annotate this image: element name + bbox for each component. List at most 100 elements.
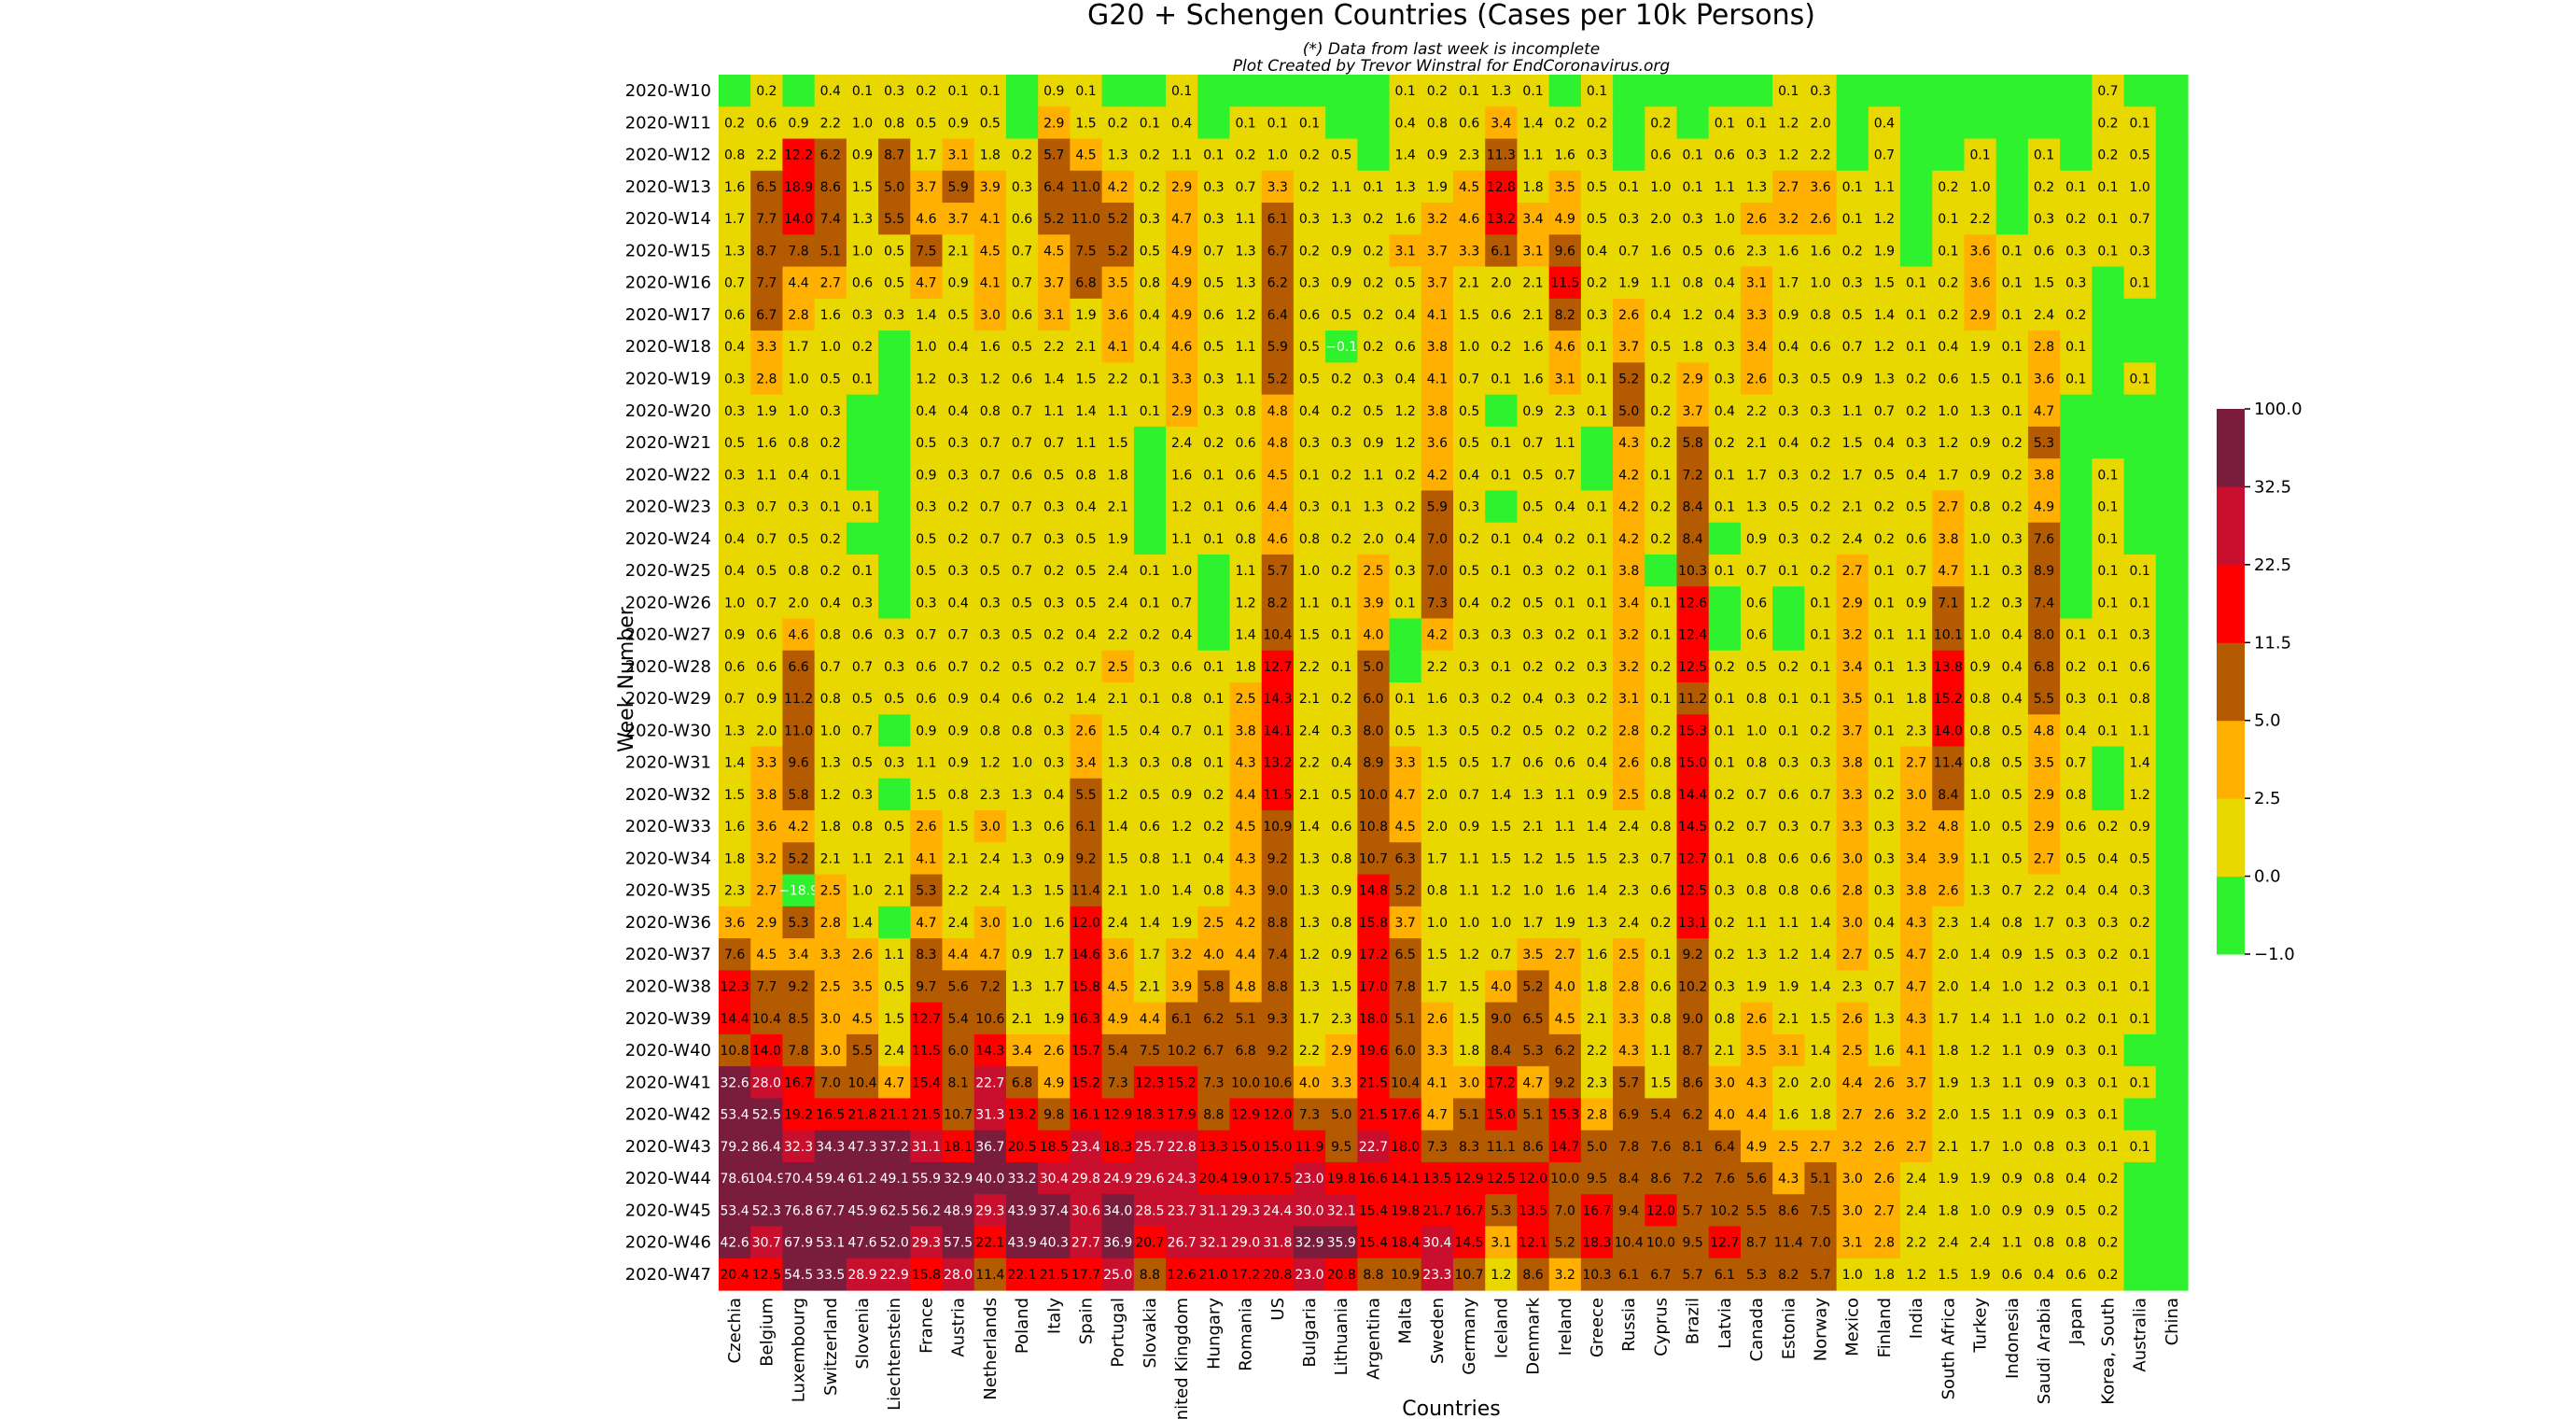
y-tick-label: 2020-W24 [625,529,711,549]
cell-value-label: 0.1 [1650,948,1671,962]
cell-value-label: 5.3 [1746,1268,1767,1283]
cell-value-label: 67.9 [784,1236,813,1251]
cell-value-label: 0.9 [2130,820,2150,835]
cell-value-label: 1.9 [1108,532,1128,547]
cell-value-label: 1.1 [2002,1108,2023,1123]
cell-value-label: 0.3 [1778,820,1799,835]
heatmap-cell [1421,362,1454,396]
cell-value-label: 0.3 [2065,1140,2086,1155]
cell-value-label: 1.3 [1012,980,1032,995]
x-tick-label: Slovakia [1141,1298,1160,1369]
cell-value-label: 4.4 [1140,1012,1160,1027]
heatmap-cell [1548,490,1582,524]
heatmap-cell [942,203,975,235]
cell-value-label: 0.3 [1043,756,1064,771]
heatmap-cell [1708,170,1742,204]
cell-value-label: 0.4 [1522,532,1543,547]
cell-value-label: 18.1 [944,1140,973,1155]
heatmap-cell [1900,394,1933,428]
cell-value-label: 11.3 [1487,148,1516,163]
cell-value-label: 1.1 [1555,820,1575,835]
cell-value-label: 1.1 [1969,851,1990,866]
heatmap-cell [1613,170,1645,204]
cell-value-label: 0.4 [1140,724,1160,738]
cell-value-label: 3.7 [1395,916,1416,931]
cell-value-label: 12.0 [1519,1172,1547,1187]
cell-value-label: 0.4 [724,340,745,355]
heatmap-cell [942,394,975,428]
heatmap-cell [1229,682,1263,715]
cell-value-label: 0.8 [1682,276,1702,291]
cell-value-label: 11.0 [1071,212,1100,227]
heatmap-cell [2027,650,2061,683]
cell-value-label: 2.1 [1715,1044,1735,1059]
heatmap-cell [1932,138,1966,172]
cell-value-label: 1.1 [2002,1236,2023,1251]
heatmap-cell [1485,106,1519,140]
cell-value-label: 1.2 [1395,404,1416,419]
heatmap-cell [1197,106,1231,140]
cell-value-label: 34.3 [816,1140,845,1155]
cell-value-label: 0.1 [2097,468,2118,483]
heatmap-cell [1548,234,1582,268]
heatmap-cell [1166,586,1198,620]
cell-value-label: 7.7 [756,212,777,227]
y-tick-label: 2020-W14 [625,209,711,229]
heatmap-cell [782,682,816,715]
cell-value-label: 0.8 [2130,692,2150,707]
cell-value-label: 0.9 [1043,851,1064,866]
cell-value-label: 0.4 [1395,116,1416,131]
cell-value-label: 3.2 [1618,628,1639,643]
cell-value-label: 3.9 [1171,980,1192,995]
cell-value-label: 0.1 [1778,84,1799,99]
heatmap-cell [1932,426,1966,459]
cell-value-label: 0.3 [724,404,745,419]
heatmap-cell [1229,298,1263,331]
cell-value-label: 0.5 [884,820,904,835]
cell-value-label: 18.4 [1391,1236,1420,1251]
heatmap-cell [1645,234,1678,268]
heatmap-cell [1293,554,1326,587]
cell-value-label: 0.4 [1715,276,1735,291]
cell-value-label: 0.1 [2097,1075,2118,1090]
cell-value-label: 2.5 [820,884,841,899]
cell-value-label: 21.5 [1359,1108,1388,1123]
heatmap-cell [1740,682,1773,715]
cell-value-label: 16.7 [784,1075,813,1090]
cell-value-label: 2.7 [1842,948,1863,962]
cell-value-label: 2.5 [1618,788,1639,803]
heatmap-cell [973,522,1007,555]
cell-value-label: 0.9 [1171,788,1192,803]
cell-value-label: 3.1 [1043,308,1064,323]
heatmap-cells: 0.2 0.4 0.1 0.3 0.2 0.1 0.1 0.9 0.1 0.1 0.1 0.2 0.1 1… [719,75,2189,1291]
cell-value-label: 0.1 [2097,244,2118,259]
heatmap-cell [1740,170,1773,204]
cell-value-label: 0.3 [1587,308,1607,323]
cell-value-label: 1.0 [820,340,841,355]
cell-value-label: 0.3 [1810,756,1830,771]
cell-value-label: 0.6 [2130,660,2150,675]
heatmap-cell [1995,650,2029,683]
cell-value-label: 20.8 [1327,1268,1356,1283]
cell-value-label: 0.3 [1043,500,1064,515]
heatmap-cell [1613,490,1645,524]
cell-value-label: 6.4 [1267,308,1288,323]
cell-value-label: 15.3 [1550,1108,1579,1123]
y-tick-label: 2020-W19 [625,370,711,389]
cell-value-label: 9.0 [1682,1012,1702,1027]
cell-value-label: 1.9 [1618,276,1639,291]
heatmap-cell [1133,490,1167,524]
cell-value-label: 6.9 [1618,1108,1639,1123]
heatmap-cell [973,394,1007,428]
heatmap-cell [719,522,751,555]
heatmap-cell [1133,362,1167,396]
heatmap-cell [814,106,847,140]
heatmap-cell [1740,138,1773,172]
cell-value-label: 5.0 [884,180,904,195]
cell-value-label: 0.2 [1331,372,1351,387]
heatmap-cell [2123,650,2157,683]
cell-value-label: 4.5 [1395,820,1416,835]
y-tick-label: 2020-W47 [625,1265,711,1285]
cell-value-label: 8.6 [1650,1172,1671,1187]
cell-value-label: 0.2 [1874,532,1895,547]
